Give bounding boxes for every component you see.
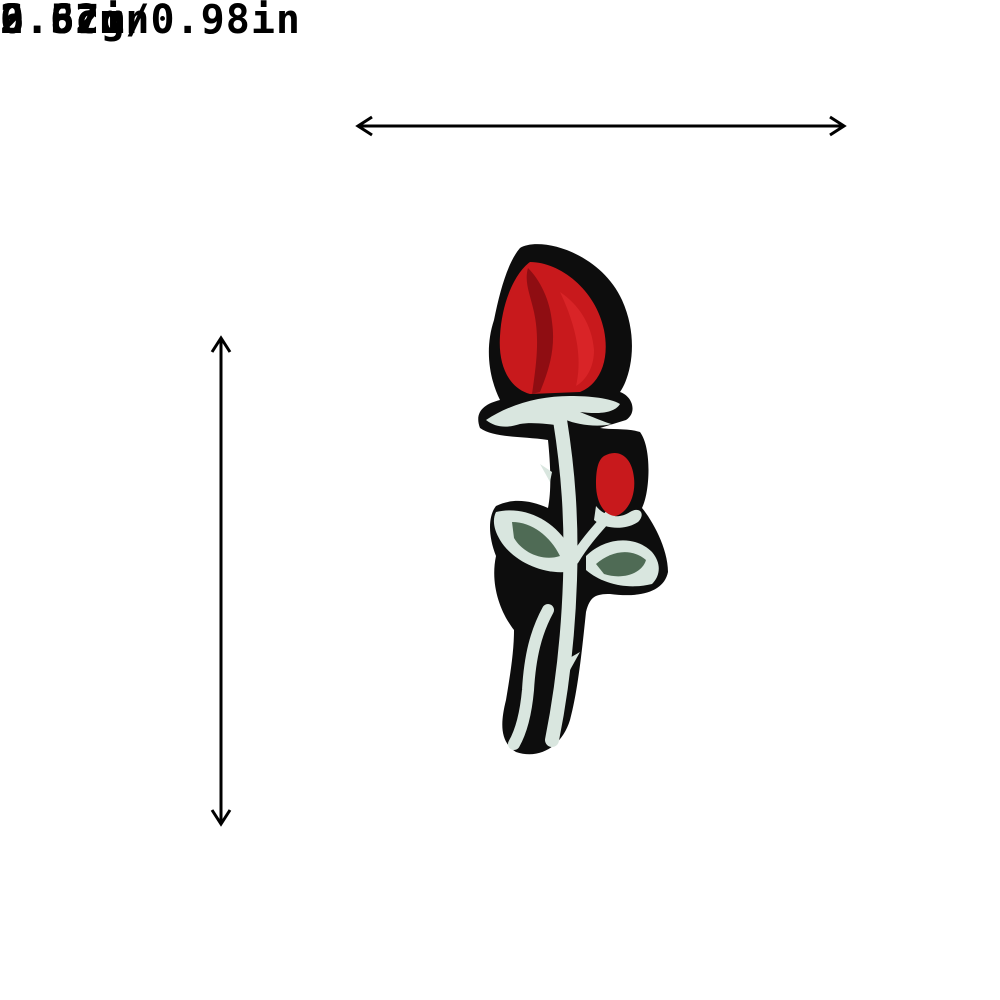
rose-bud-highlight (560, 292, 594, 386)
rose-thorn (566, 652, 580, 670)
width-measurement-label: 2.5cm/0.98in (0, 0, 301, 43)
small-bud-sepals (594, 506, 642, 528)
height-arrow (210, 335, 232, 827)
rose-leaf-left-inner (512, 522, 560, 558)
height-measurement-cm-label: 6.8cm (0, 0, 126, 43)
width-arrow (355, 115, 847, 137)
rose-leaf-right-inner (596, 552, 646, 577)
rose-patch-image (478, 244, 668, 755)
stem-branch-lower (508, 604, 554, 750)
rose-stem (545, 413, 578, 747)
rose-bud-fold (526, 268, 554, 394)
main-sepals (486, 396, 620, 427)
weight-label: 0.62g (0, 0, 126, 43)
rose-thorn (540, 464, 552, 482)
height-measurement-in-label: 2.67in (0, 0, 151, 43)
rose-bud-small (596, 452, 635, 516)
